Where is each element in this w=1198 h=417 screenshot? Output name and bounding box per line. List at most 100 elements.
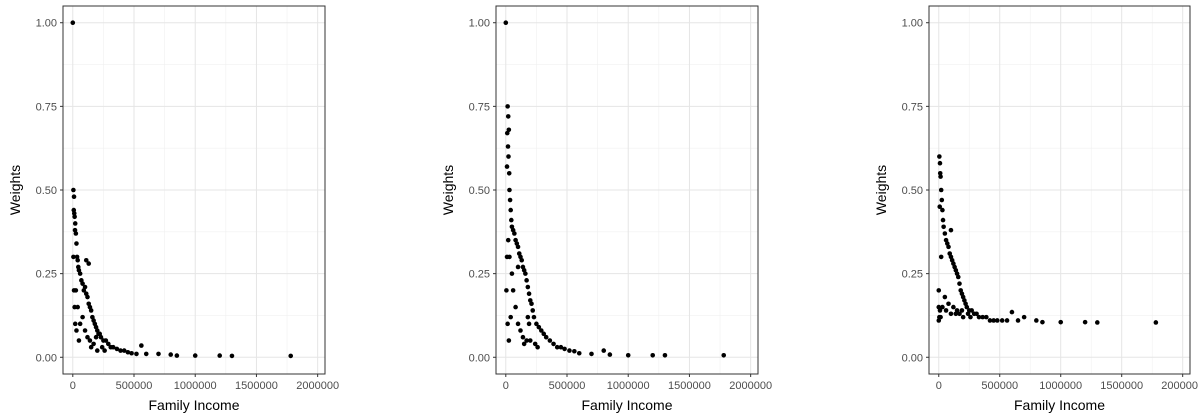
y-tick-label: 0.75: [469, 101, 490, 113]
x-tick-label: 0: [936, 380, 942, 392]
data-point: [538, 328, 544, 333]
data-point: [991, 318, 996, 323]
data-point: [70, 20, 76, 26]
data-point: [1015, 318, 1021, 323]
data-point: [510, 288, 516, 293]
data-point: [969, 308, 974, 313]
data-point: [980, 314, 985, 320]
data-point: [99, 344, 105, 350]
y-tick-label: 0.00: [902, 352, 923, 364]
data-point: [98, 334, 104, 340]
data-points: [70, 20, 294, 359]
data-point: [72, 221, 78, 226]
data-point: [940, 207, 945, 213]
data-point: [520, 334, 526, 340]
y-tick-label: 0.50: [36, 185, 57, 197]
data-point: [937, 170, 943, 176]
data-point: [110, 344, 116, 350]
data-point: [942, 294, 948, 300]
x-tick-label: 1500000: [668, 380, 711, 392]
data-points: [936, 154, 1159, 325]
x-tick-label: 1000000: [1039, 380, 1082, 392]
data-point: [554, 344, 560, 350]
x-tick-label: 2000000: [729, 380, 772, 392]
data-point: [93, 334, 99, 340]
data-point: [508, 314, 513, 320]
x-tick-label: 0: [70, 380, 76, 392]
data-point: [192, 353, 198, 358]
data-point: [506, 338, 512, 343]
data-point: [72, 214, 77, 220]
data-point: [512, 231, 517, 236]
y-tick-label: 0.75: [902, 101, 923, 113]
data-point: [86, 261, 92, 266]
data-point: [288, 353, 294, 359]
data-point: [82, 328, 88, 333]
data-point: [987, 318, 993, 323]
data-point: [955, 274, 961, 280]
data-point: [71, 254, 76, 260]
data-point: [75, 304, 80, 310]
data-point: [505, 144, 511, 149]
data-point: [80, 281, 85, 286]
y-tick-label: 0.25: [36, 269, 57, 281]
x-tick-label: 1500000: [235, 380, 278, 392]
data-point: [543, 334, 549, 340]
data-point: [937, 154, 942, 159]
y-tick-label: 0.00: [36, 352, 57, 364]
data-point: [572, 348, 577, 354]
data-point: [942, 231, 948, 236]
data-point: [88, 308, 94, 313]
data-point: [504, 164, 510, 169]
y-axis-title: Weights: [873, 165, 889, 215]
data-point: [509, 271, 515, 276]
data-point: [957, 311, 962, 317]
data-point: [551, 341, 556, 347]
x-tick-label: 2000000: [1161, 380, 1198, 392]
data-point: [105, 341, 111, 347]
data-point: [662, 352, 668, 358]
data-point: [521, 341, 527, 347]
data-point: [562, 346, 567, 352]
data-point: [518, 328, 523, 333]
data-point: [943, 308, 949, 313]
data-point: [72, 321, 78, 327]
data-point: [1082, 319, 1088, 325]
data-point: [526, 291, 532, 297]
data-point: [129, 350, 134, 356]
x-axis-title: Family Income: [1014, 397, 1105, 413]
data-point: [504, 254, 510, 260]
data-point: [530, 308, 536, 313]
data-point: [527, 338, 533, 343]
data-point: [524, 278, 529, 283]
data-point: [506, 170, 512, 176]
data-point: [524, 338, 529, 343]
data-point: [76, 338, 82, 343]
data-point: [938, 187, 944, 193]
data-point: [71, 187, 76, 193]
data-point: [1009, 309, 1015, 315]
data-point: [168, 352, 174, 357]
data-point: [504, 288, 509, 293]
data-point: [73, 288, 79, 293]
data-point: [85, 294, 90, 300]
data-point: [91, 341, 96, 347]
scatter-panel-1: 0.00 0.25 0.50 0.75 1.00 0 500000 1000000 150000…: [7, 5, 339, 413]
data-point: [85, 334, 90, 340]
data-point: [103, 338, 109, 343]
data-point: [940, 304, 945, 310]
data-point: [71, 211, 77, 216]
data-point: [650, 352, 656, 358]
data-point: [523, 271, 528, 276]
data-point: [946, 244, 951, 250]
data-point: [946, 301, 951, 307]
data-point: [174, 353, 180, 358]
y-tick-label: 0.25: [902, 269, 923, 281]
y-tick-label: 0.25: [469, 269, 490, 281]
data-point: [156, 351, 161, 357]
data-point: [536, 324, 542, 330]
data-point: [937, 204, 943, 210]
data-point: [532, 341, 538, 347]
data-point: [1040, 319, 1045, 325]
data-point: [229, 353, 235, 359]
